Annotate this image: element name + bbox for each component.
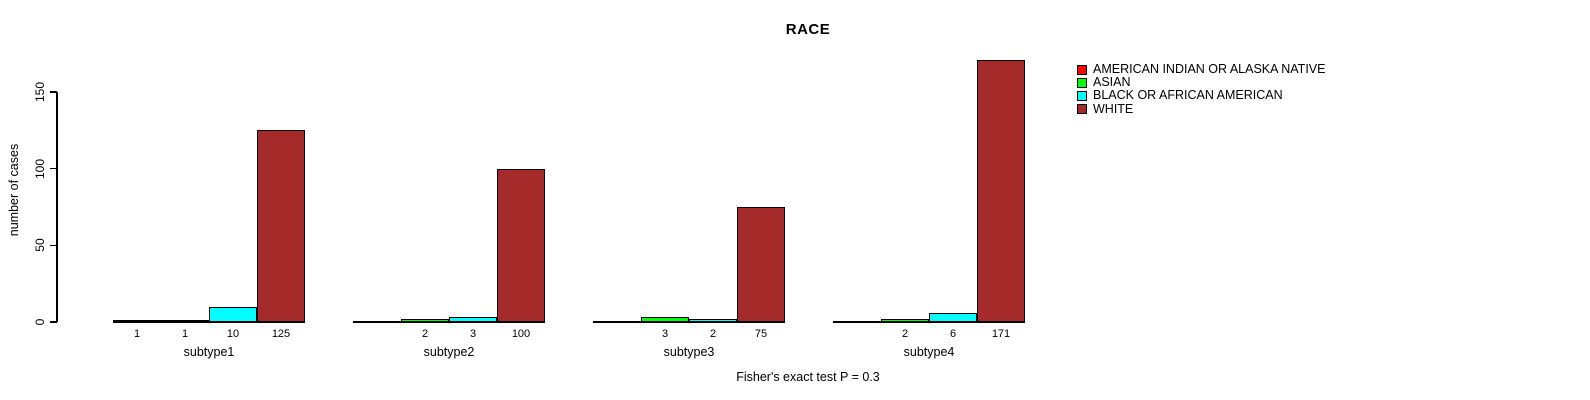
bar-value-label: 2 bbox=[901, 328, 909, 340]
x-group-label: subtype1 bbox=[183, 345, 235, 359]
x-group-label: subtype4 bbox=[903, 345, 955, 359]
group-baseline bbox=[833, 321, 1025, 323]
y-tick-label: 50 bbox=[33, 238, 47, 253]
group-baseline bbox=[113, 321, 305, 323]
bar-value-label: 10 bbox=[226, 328, 240, 340]
x-group-label: subtype2 bbox=[423, 345, 475, 359]
y-tick-label: 150 bbox=[33, 81, 47, 103]
y-tick-mark bbox=[50, 321, 57, 323]
legend-color-swatch bbox=[1077, 77, 1087, 88]
bar-value-label: 171 bbox=[991, 328, 1011, 340]
bar-value-label: 3 bbox=[469, 328, 477, 340]
y-tick-mark bbox=[50, 167, 57, 170]
bar bbox=[497, 169, 545, 322]
bar bbox=[929, 313, 977, 322]
y-axis-line bbox=[56, 92, 58, 322]
bar bbox=[689, 319, 737, 322]
y-axis-label: number of cases bbox=[7, 143, 21, 237]
bar-value-label: 3 bbox=[661, 328, 669, 340]
bar bbox=[113, 320, 161, 322]
bar-value-label: 1 bbox=[133, 328, 141, 340]
bar-value-label: 2 bbox=[709, 328, 717, 340]
group-baseline bbox=[353, 321, 545, 323]
legend-color-swatch bbox=[1077, 90, 1087, 101]
statistical-test-annotation: Fisher's exact test P = 0.3 bbox=[736, 370, 880, 384]
bar bbox=[257, 130, 305, 322]
y-tick-label: 0 bbox=[33, 318, 47, 326]
legend-color-swatch bbox=[1077, 104, 1087, 115]
chart-title: RACE bbox=[785, 21, 831, 38]
bar-value-label: 6 bbox=[949, 328, 957, 340]
x-group-label: subtype3 bbox=[663, 345, 715, 359]
bar bbox=[881, 319, 929, 322]
group-baseline bbox=[593, 321, 785, 323]
y-tick-label: 100 bbox=[33, 158, 47, 179]
bar-value-label: 2 bbox=[421, 328, 429, 340]
bar bbox=[449, 317, 497, 322]
y-tick-mark bbox=[50, 91, 57, 93]
legend-color-swatch bbox=[1077, 64, 1087, 75]
legend-item-label: WHITE bbox=[1093, 101, 1134, 116]
bar-value-label: 125 bbox=[271, 328, 291, 340]
bar-value-label: 100 bbox=[511, 328, 531, 340]
bar bbox=[641, 317, 689, 322]
y-tick-mark bbox=[50, 244, 57, 247]
bar bbox=[737, 207, 785, 322]
bar bbox=[977, 60, 1025, 322]
bar bbox=[401, 319, 449, 322]
bar-value-label: 75 bbox=[754, 328, 768, 340]
legend-item-label: ASIAN bbox=[1093, 75, 1131, 90]
bar-value-label: 1 bbox=[181, 328, 189, 340]
legend-item-label: AMERICAN INDIAN OR ALASKA NATIVE bbox=[1093, 62, 1326, 76]
legend-item-label: BLACK OR AFRICAN AMERICAN bbox=[1093, 88, 1283, 103]
bar bbox=[209, 307, 257, 322]
bar bbox=[161, 320, 209, 322]
